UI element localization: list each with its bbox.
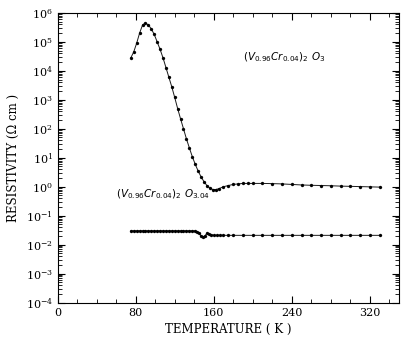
X-axis label: TEMPERATURE ( K ): TEMPERATURE ( K ) bbox=[165, 323, 291, 336]
Text: $(V_{0.96}Cr_{0.04})_2\ O_{3.04}$: $(V_{0.96}Cr_{0.04})_2\ O_{3.04}$ bbox=[116, 187, 210, 201]
Text: $(V_{0.96}Cr_{0.04})_2\ O_3$: $(V_{0.96}Cr_{0.04})_2\ O_3$ bbox=[242, 50, 324, 64]
Y-axis label: RESISTIVITY (Ω cm ): RESISTIVITY (Ω cm ) bbox=[7, 94, 20, 222]
